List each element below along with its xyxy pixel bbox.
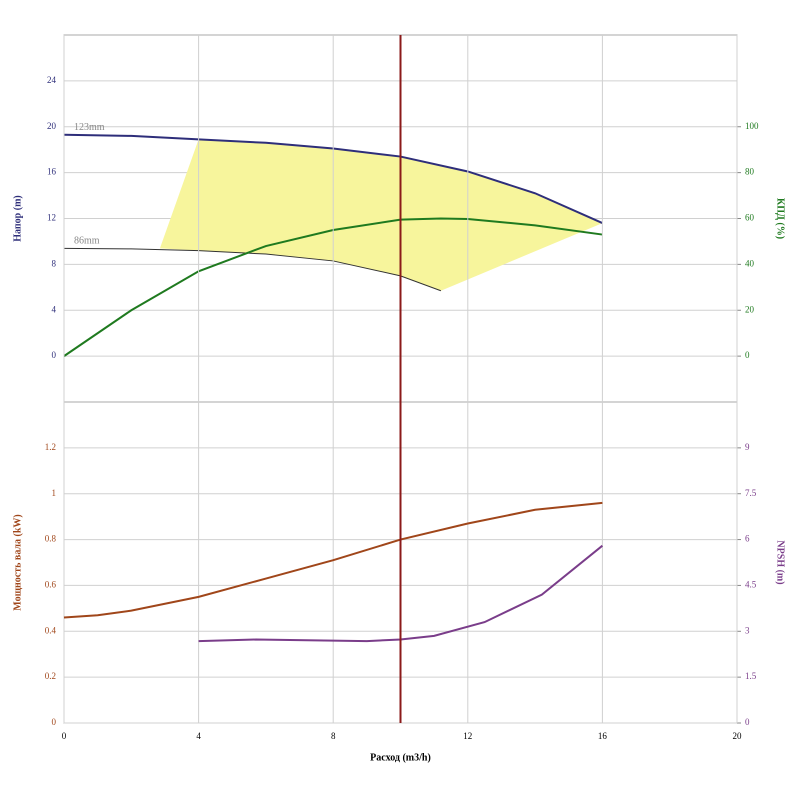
y2-tick-label: 3 bbox=[745, 625, 750, 635]
y2-tick-label: 6 bbox=[745, 534, 750, 544]
curve-label: 86mm bbox=[74, 236, 100, 247]
y2-axis-label: КПД (%) bbox=[775, 198, 786, 239]
curve bbox=[63, 501, 603, 619]
curve-label: 123mm bbox=[74, 122, 105, 133]
y2-tick-label: 100 bbox=[745, 121, 759, 131]
y-tick-label: 4 bbox=[52, 304, 57, 314]
y-tick-label: 0.4 bbox=[45, 625, 57, 635]
y-tick-label: 1 bbox=[52, 488, 57, 498]
y2-tick-label: 7.5 bbox=[745, 488, 757, 498]
y-tick-label: 20 bbox=[47, 121, 57, 131]
y2-tick-label: 80 bbox=[745, 167, 755, 177]
y-tick-label: 24 bbox=[47, 75, 57, 85]
y-tick-label: 0 bbox=[52, 350, 57, 360]
y-tick-label: 8 bbox=[52, 258, 57, 268]
curve bbox=[63, 217, 603, 357]
y-tick-label: 1.2 bbox=[45, 442, 56, 452]
y2-tick-label: 0 bbox=[745, 717, 750, 727]
y2-axis-label: NPSH (m) bbox=[775, 540, 786, 584]
y-tick-label: 0.6 bbox=[45, 579, 57, 589]
y-tick-label: 12 bbox=[47, 213, 56, 223]
x-tick-label: 4 bbox=[196, 731, 201, 741]
y2-tick-label: 20 bbox=[745, 304, 755, 314]
x-tick-label: 20 bbox=[733, 731, 743, 741]
x-axis-label: Расход (m3/h) bbox=[370, 752, 431, 763]
y-tick-label: 0.2 bbox=[45, 671, 56, 681]
y-tick-label: 0.8 bbox=[45, 534, 57, 544]
y2-tick-label: 1.5 bbox=[745, 671, 757, 681]
x-tick-label: 12 bbox=[463, 731, 472, 741]
operating-region bbox=[159, 139, 603, 291]
y2-tick-label: 4.5 bbox=[745, 579, 757, 589]
y-tick-label: 16 bbox=[47, 167, 57, 177]
curve bbox=[198, 544, 604, 643]
y-axis-label: Напор (m) bbox=[12, 195, 23, 241]
y2-tick-label: 40 bbox=[745, 258, 755, 268]
y-tick-label: 0 bbox=[52, 717, 57, 727]
x-tick-label: 16 bbox=[598, 731, 608, 741]
y2-tick-label: 60 bbox=[745, 213, 755, 223]
y2-tick-label: 9 bbox=[745, 442, 750, 452]
y2-tick-label: 0 bbox=[745, 350, 750, 360]
y-axis-label: Мощность вала (kW) bbox=[12, 514, 23, 610]
x-tick-label: 8 bbox=[331, 731, 336, 741]
x-tick-label: 0 bbox=[62, 731, 67, 741]
